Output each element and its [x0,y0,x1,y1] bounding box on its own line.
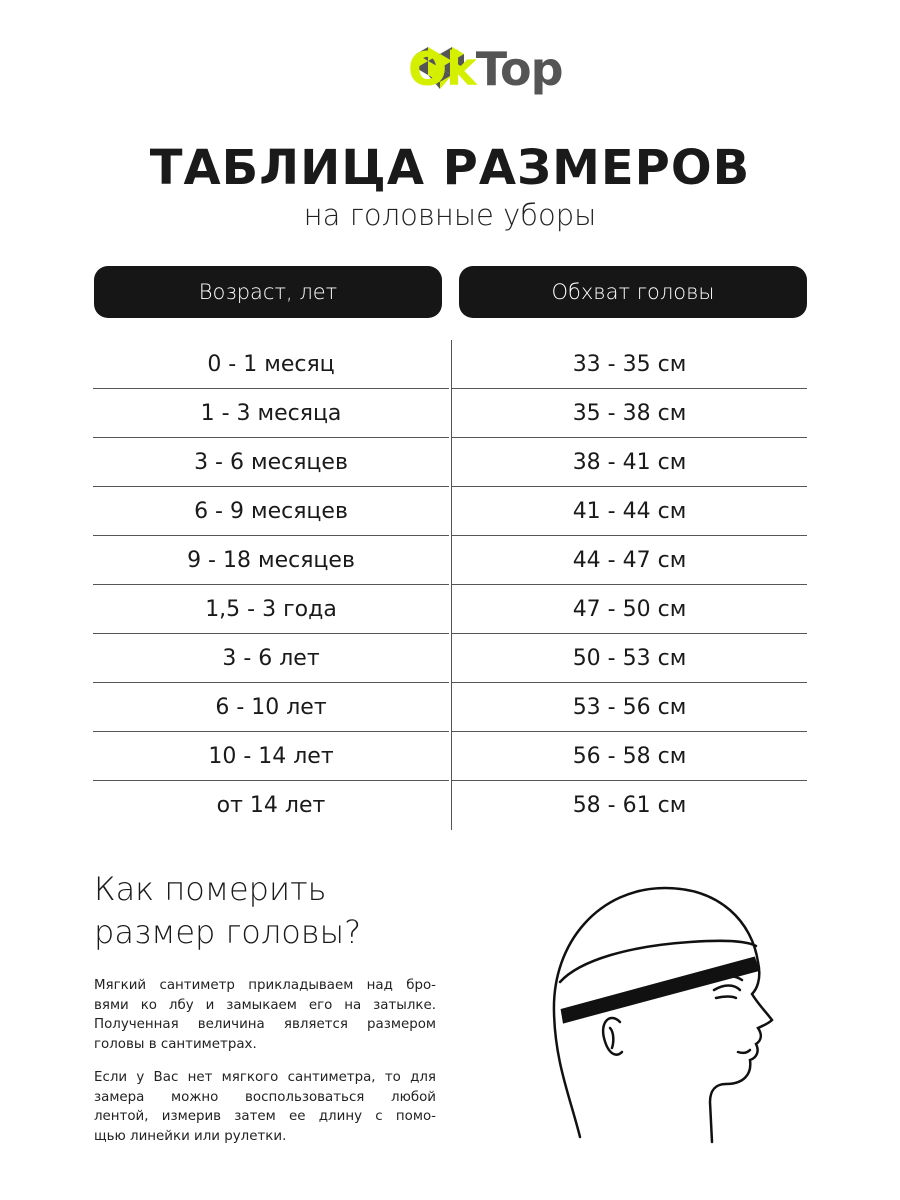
cell-head-circumference: 44 - 47 см [451,536,807,585]
cell-age: 0 - 1 месяц [93,340,449,389]
table-row: 3 - 6 месяцев 38 - 41 см [93,438,807,487]
howto-paragraph-2: Если у Вас нет мягкого сантиметра, то дл… [94,1068,436,1146]
page-subtitle: на головные уборы [303,198,597,232]
cell-age: 9 - 18 месяцев [93,536,449,585]
paragraph-line: вями ко лбу и замыкаем его на затылке. [94,997,436,1013]
cell-head-circumference: 58 - 61 см [451,781,807,830]
paragraph-line: Полученная величина является размером [94,1017,436,1032]
logo-top: Top [475,42,564,96]
cell-age: 1 - 3 месяца [93,389,449,438]
table-row: от 14 лет 58 - 61 см [93,781,807,830]
paragraph-line: Если у Вас нет мягкого сантиметра, то дл… [94,1070,436,1085]
paragraph-line: щью линейки или рулетки. [94,1128,287,1144]
table-row: 10 - 14 лет 56 - 58 см [93,732,807,781]
size-table: 0 - 1 месяц 33 - 35 см 1 - 3 месяца 35 - 38… [93,340,807,830]
logo-ok: Ok [408,42,477,96]
cell-age: 6 - 10 лет [93,683,449,732]
head-measuring-tape-icon [552,886,774,1144]
table-row: 0 - 1 месяц 33 - 35 см [93,340,807,389]
table-row: 9 - 18 месяцев 44 - 47 см [93,536,807,585]
header-age: Возраст, лет [94,266,442,318]
cell-head-circumference: 47 - 50 см [451,585,807,634]
table-row: 1,5 - 3 года 47 - 50 см [93,585,807,634]
cell-age: 3 - 6 лет [93,634,449,683]
logo-icon [416,47,464,89]
table-row: 1 - 3 месяца 35 - 38 см [93,389,807,438]
cell-age: 3 - 6 месяцев [93,438,449,487]
paragraph-line: головы в сантиметрах. [94,1036,257,1052]
cell-age: от 14 лет [216,793,326,818]
cell-head-circumference: 50 - 53 см [451,634,807,683]
cell-head-circumference: 56 - 58 см [451,732,807,781]
paragraph-line: лентой, измерив затем ее длину с помо- [94,1109,436,1124]
howto-heading-line: Как померить [94,870,327,908]
howto-heading-line: размер головы? [94,913,362,951]
paragraph-line: замера можно воспользоваться любой [94,1089,436,1105]
header-head-circumference: Обхват головы [459,266,807,318]
cell-head-circumference: 35 - 38 см [451,389,807,438]
logo-wordmark: OkTop [408,42,564,96]
table-row: 3 - 6 лет 50 - 53 см [93,634,807,683]
howto-heading: Как померить размер головы? [94,868,361,954]
cell-head-circumference: 53 - 56 см [451,683,807,732]
cell-head-circumference: 38 - 41 см [451,438,807,487]
cell-age: 1,5 - 3 года [93,585,449,634]
table-row: 6 - 10 лет 53 - 56 см [93,683,807,732]
page-title: ТАБЛИЦА РАЗМЕРОВ [149,140,751,196]
cell-head-circumference: 41 - 44 см [451,487,807,536]
howto-paragraph-1: Мягкий сантиметр прикладываем над бро-вя… [94,976,436,1054]
cell-head-circumference: 33 - 35 см [451,340,807,389]
paragraph-line: Мягкий сантиметр прикладываем над бро- [94,978,436,993]
cell-age: 10 - 14 лет [93,732,449,781]
cell-age: 6 - 9 месяцев [93,487,449,536]
table-row: 6 - 9 месяцев 41 - 44 см [93,487,807,536]
